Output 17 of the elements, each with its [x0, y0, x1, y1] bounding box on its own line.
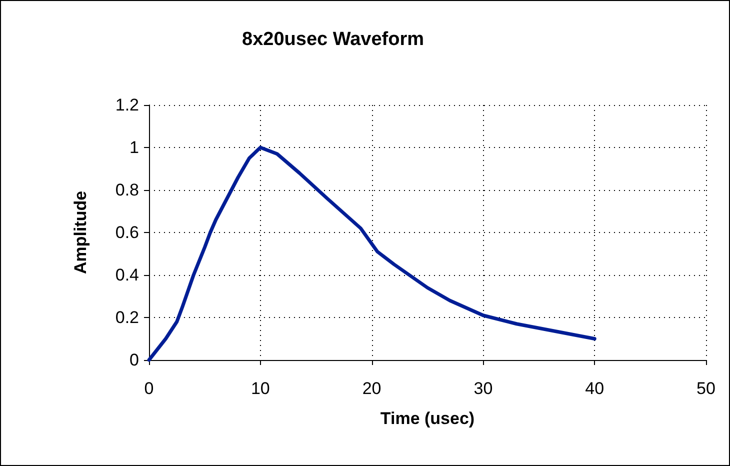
x-tick-label: 40 [585, 379, 604, 398]
chart-title: 8x20usec Waveform [242, 29, 424, 50]
x-tick-label: 20 [362, 379, 382, 398]
y-tick-label: 1 [130, 138, 139, 157]
y-tick-label: 0.8 [115, 180, 139, 200]
y-tick-label: 0.6 [115, 223, 139, 242]
x-tick-label: 30 [474, 379, 493, 398]
y-tick-label: 0.4 [115, 266, 139, 284]
x-tick-label: 10 [250, 379, 270, 398]
x-tick-label: 50 [696, 379, 716, 398]
line-series [147, 146, 596, 362]
x-tick-label: 0 [144, 379, 154, 398]
y-tick-label: 0.2 [115, 308, 139, 327]
x-axis-title: Time (usec) [380, 409, 475, 428]
y-tick-label: 1.2 [115, 96, 139, 114]
y-tick-label: 0 [130, 350, 139, 370]
y-axis-title: Amplitude [71, 190, 90, 274]
